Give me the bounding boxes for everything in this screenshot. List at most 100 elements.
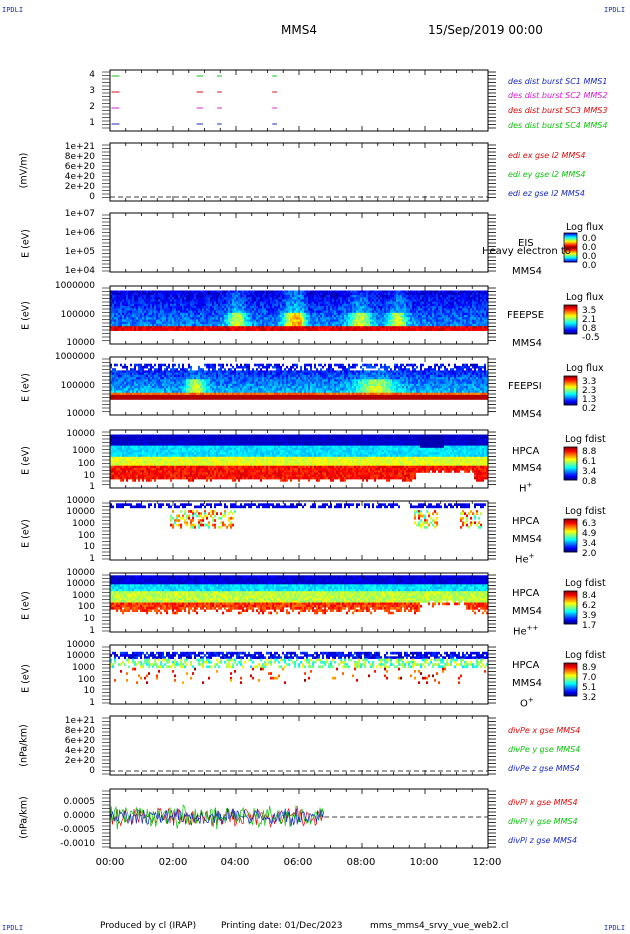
feepse-spectrogram-cell [408, 328, 410, 331]
feepse-spectrogram-cell [236, 295, 238, 298]
feepse-spectrogram-cell [234, 324, 236, 327]
feepse-spectrogram-cell [402, 324, 404, 327]
feepse-spectrogram-cell [278, 317, 280, 320]
feepse-spectrogram-cell [150, 311, 152, 314]
feepse-spectrogram-cell [210, 324, 212, 327]
feepse-spectrogram-cell [334, 317, 336, 320]
feepse-spectrogram-cell [256, 304, 258, 307]
feepse-spectrogram-cell [152, 324, 154, 327]
feepse-spectrogram-cell [202, 311, 204, 314]
feepse-spectrogram-cell [148, 324, 150, 327]
feepse-spectrogram-cell [384, 295, 386, 298]
feepse-spectrogram-cell [300, 328, 302, 331]
feepse-spectrogram-cell [146, 304, 148, 307]
feepse-spectrogram-cell [318, 311, 320, 314]
feepse-spectrogram-cell [290, 295, 292, 298]
feepse-spectrogram-cell [250, 295, 252, 298]
feepse-spectrogram-cell [476, 324, 478, 327]
feepse-spectrogram-cell [270, 324, 272, 327]
feepse-spectrogram-cell [178, 317, 180, 320]
feepse-spectrogram-cell [422, 328, 424, 331]
feepse-spectrogram-cell [122, 311, 124, 314]
feepse-spectrogram-cell [428, 295, 430, 298]
feepse-spectrogram-cell [134, 317, 136, 320]
feepse-spectrogram-cell [194, 311, 196, 314]
feepse-spectrogram-cell [260, 295, 262, 298]
feepse-spectrogram-cell [450, 304, 452, 307]
feepse-spectrogram-cell [124, 311, 126, 314]
feepse-spectrogram-cell [364, 295, 366, 298]
feepse-spectrogram-cell [130, 311, 132, 314]
feepsi-spectrogram-cell [132, 382, 134, 385]
feepse-spectrogram-cell [192, 317, 194, 320]
feepse-spectrogram-cell [240, 295, 242, 298]
feepse-spectrogram-cell [174, 317, 176, 320]
feepse-spectrogram-cell [444, 324, 446, 327]
feepse-spectrogram-cell [478, 304, 480, 307]
feepse-spectrogram-cell [354, 328, 356, 331]
feepse-spectrogram-cell [248, 328, 250, 331]
feepse-spectrogram-cell [434, 328, 436, 331]
feepse-spectrogram-cell [336, 324, 338, 327]
feepsi-spectrogram-cell [130, 375, 132, 378]
feepse-spectrogram-cell [456, 328, 458, 331]
feepse-spectrogram-cell [282, 304, 284, 307]
feepse-spectrogram-cell [456, 311, 458, 314]
feepsi-spectrogram-cell [134, 375, 136, 378]
feepse-spectrogram-cell [262, 304, 264, 307]
feepse-spectrogram-cell [256, 328, 258, 331]
feepse-spectrogram-cell [182, 295, 184, 298]
feepse-spectrogram-cell [284, 295, 286, 298]
feepse-spectrogram-cell [342, 317, 344, 320]
feepse-spectrogram-cell [260, 328, 262, 331]
feepse-spectrogram-cell [322, 311, 324, 314]
feepse-spectrogram-cell [182, 317, 184, 320]
feepse-spectrogram-cell [160, 328, 162, 331]
feepse-spectrogram-cell [434, 311, 436, 314]
feepse-spectrogram-cell [480, 295, 482, 298]
feepse-spectrogram-cell [158, 324, 160, 327]
feepse-spectrogram-cell [436, 295, 438, 298]
feepse-spectrogram-cell [444, 295, 446, 298]
feepse-spectrogram-cell [206, 317, 208, 320]
feepse-spectrogram-cell [392, 317, 394, 320]
feepse-spectrogram-cell [296, 317, 298, 320]
feepse-spectrogram-cell [178, 304, 180, 307]
feepse-spectrogram-cell [296, 295, 298, 298]
feepse-spectrogram-cell [270, 311, 272, 314]
feepse-spectrogram-cell [302, 304, 304, 307]
feepse-spectrogram-cell [238, 317, 240, 320]
feepse-spectrogram-cell [292, 328, 294, 331]
feepse-spectrogram-cell [448, 328, 450, 331]
feepse-spectrogram-cell [228, 328, 230, 331]
feepse-spectrogram-cell [466, 324, 468, 327]
feepse-spectrogram-cell [192, 311, 194, 314]
feepse-spectrogram-cell [248, 311, 250, 314]
feepse-spectrogram-cell [178, 328, 180, 331]
feepse-spectrogram-cell [194, 317, 196, 320]
feepse-spectrogram-cell [260, 311, 262, 314]
feepse-spectrogram-cell [478, 328, 480, 331]
feepse-spectrogram-cell [344, 317, 346, 320]
feepse-spectrogram-cell [320, 324, 322, 327]
feepse-spectrogram-cell [396, 317, 398, 320]
feepse-spectrogram-cell [224, 328, 226, 331]
feepse-spectrogram-cell [274, 295, 276, 298]
feepse-spectrogram-cell [216, 317, 218, 320]
feepse-spectrogram-cell [340, 317, 342, 320]
feepse-spectrogram-cell [128, 324, 130, 327]
feepse-spectrogram-cell [452, 317, 454, 320]
feepse-spectrogram-cell [120, 304, 122, 307]
feepse-spectrogram-cell [310, 295, 312, 298]
feepsi-spectrogram-cell [142, 375, 144, 378]
feepse-spectrogram-cell [282, 311, 284, 314]
feepse-spectrogram-cell [152, 295, 154, 298]
feepse-spectrogram-cell [294, 317, 296, 320]
feepse-spectrogram-cell [302, 295, 304, 298]
feepse-spectrogram-cell [156, 324, 158, 327]
feepse-spectrogram-cell [126, 295, 128, 298]
feepse-spectrogram-cell [338, 311, 340, 314]
feepse-spectrogram-cell [396, 324, 398, 327]
feepse-spectrogram-cell [250, 311, 252, 314]
feepse-spectrogram-cell [140, 317, 142, 320]
